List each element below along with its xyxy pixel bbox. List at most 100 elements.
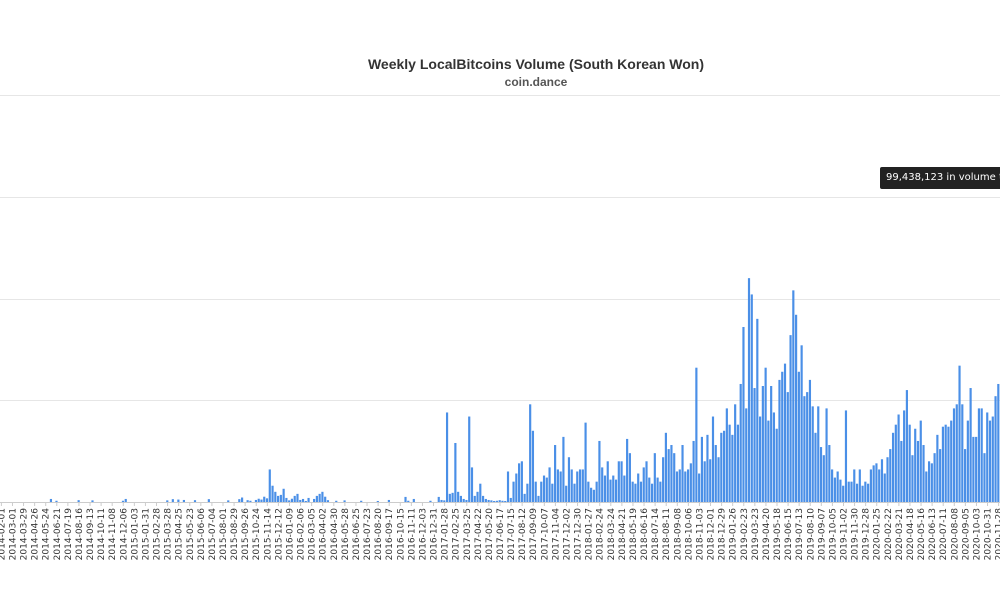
bar[interactable]: [847, 481, 850, 502]
bar[interactable]: [634, 483, 637, 502]
bar[interactable]: [124, 498, 127, 502]
bar[interactable]: [227, 500, 230, 502]
bar[interactable]: [980, 408, 983, 502]
bar[interactable]: [770, 386, 773, 502]
bar[interactable]: [822, 455, 825, 502]
bar[interactable]: [545, 477, 548, 502]
bar[interactable]: [628, 453, 631, 502]
bar[interactable]: [734, 404, 737, 502]
bar[interactable]: [667, 449, 670, 502]
bar[interactable]: [504, 500, 507, 502]
bar[interactable]: [565, 485, 568, 502]
bar[interactable]: [709, 459, 712, 502]
bar[interactable]: [764, 367, 767, 502]
bar[interactable]: [775, 428, 778, 502]
bar[interactable]: [445, 412, 449, 502]
bar[interactable]: [193, 500, 197, 502]
bar[interactable]: [988, 420, 992, 502]
bar[interactable]: [260, 499, 263, 502]
bar[interactable]: [603, 475, 607, 502]
bar[interactable]: [725, 408, 728, 502]
bar[interactable]: [753, 388, 756, 502]
bar[interactable]: [955, 404, 958, 502]
bar[interactable]: [681, 445, 684, 502]
bar[interactable]: [717, 457, 720, 502]
bar[interactable]: [991, 416, 994, 502]
bar[interactable]: [767, 420, 770, 502]
bar[interactable]: [875, 463, 878, 502]
bar[interactable]: [246, 500, 249, 502]
bar[interactable]: [800, 345, 803, 502]
bar[interactable]: [548, 467, 551, 502]
bar[interactable]: [645, 461, 648, 502]
bar[interactable]: [662, 457, 665, 502]
bar[interactable]: [288, 500, 291, 502]
bar[interactable]: [969, 388, 972, 502]
bar[interactable]: [930, 463, 933, 502]
bar[interactable]: [919, 420, 922, 502]
bar[interactable]: [855, 483, 859, 502]
bar[interactable]: [437, 496, 440, 502]
bar[interactable]: [739, 383, 742, 502]
bar[interactable]: [293, 495, 296, 502]
bar[interactable]: [698, 473, 701, 502]
bar[interactable]: [304, 500, 307, 502]
bar[interactable]: [925, 471, 928, 502]
bar[interactable]: [994, 396, 997, 502]
bar[interactable]: [567, 457, 571, 502]
bar[interactable]: [576, 471, 579, 502]
bar[interactable]: [609, 479, 612, 502]
bar[interactable]: [703, 461, 706, 502]
bar[interactable]: [952, 408, 956, 502]
bar[interactable]: [55, 500, 58, 502]
bar[interactable]: [783, 363, 787, 502]
bar[interactable]: [850, 481, 853, 502]
bar[interactable]: [484, 498, 487, 502]
bar[interactable]: [606, 461, 609, 502]
bar[interactable]: [914, 428, 917, 502]
bar[interactable]: [639, 481, 643, 502]
bar[interactable]: [831, 469, 834, 502]
bar[interactable]: [523, 493, 526, 502]
bar[interactable]: [927, 461, 931, 502]
bar[interactable]: [592, 489, 595, 502]
bar[interactable]: [714, 445, 717, 502]
bar[interactable]: [844, 410, 848, 502]
bar[interactable]: [819, 447, 823, 502]
bar[interactable]: [296, 493, 299, 502]
bar[interactable]: [861, 485, 864, 502]
bar[interactable]: [897, 414, 900, 503]
bar[interactable]: [933, 453, 936, 502]
bar[interactable]: [454, 442, 457, 502]
bar[interactable]: [975, 436, 978, 502]
bar[interactable]: [905, 390, 908, 502]
bar[interactable]: [706, 434, 709, 502]
bar[interactable]: [412, 498, 415, 502]
bar[interactable]: [675, 471, 679, 502]
bar[interactable]: [700, 436, 703, 502]
bar[interactable]: [515, 473, 518, 502]
bar[interactable]: [468, 416, 471, 502]
bar[interactable]: [542, 475, 546, 502]
bar[interactable]: [883, 473, 886, 502]
bar[interactable]: [404, 496, 407, 502]
bar[interactable]: [318, 493, 321, 502]
bar[interactable]: [878, 469, 881, 502]
bar[interactable]: [961, 404, 964, 502]
bar[interactable]: [626, 438, 629, 502]
bar[interactable]: [465, 499, 468, 502]
bar[interactable]: [313, 498, 316, 502]
bar[interactable]: [686, 469, 690, 502]
bar[interactable]: [49, 498, 53, 502]
bar[interactable]: [648, 477, 651, 502]
bar[interactable]: [839, 479, 842, 502]
bar[interactable]: [786, 392, 789, 502]
bar[interactable]: [540, 481, 543, 502]
bar[interactable]: [77, 500, 80, 502]
bar[interactable]: [745, 408, 748, 502]
bar[interactable]: [659, 481, 662, 502]
bar[interactable]: [620, 461, 623, 502]
bar[interactable]: [91, 500, 94, 502]
bar[interactable]: [509, 497, 512, 502]
bar[interactable]: [407, 500, 410, 502]
